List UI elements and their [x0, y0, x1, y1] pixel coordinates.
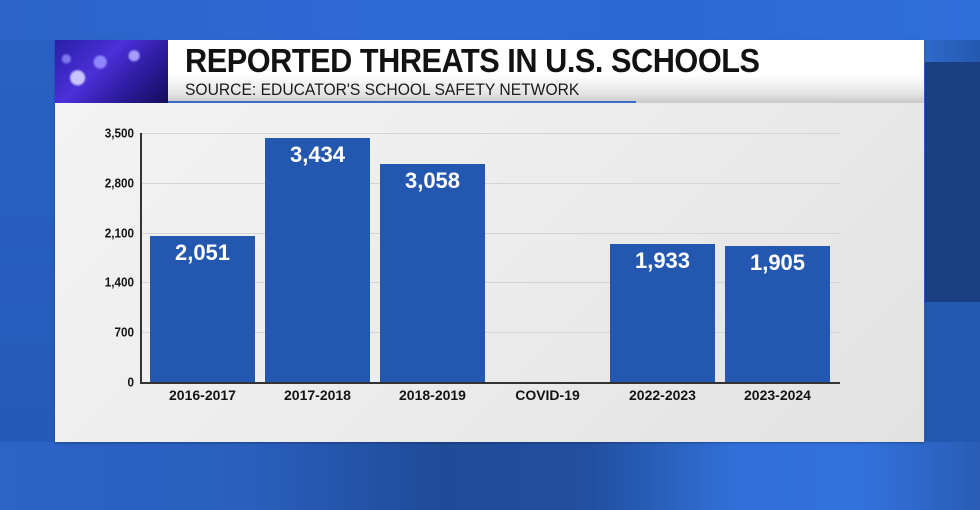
y-axis-tick-label: 0	[127, 374, 134, 390]
y-axis-tick-label: 2,100	[104, 225, 134, 241]
bar-chart: 0 700 1,400 2,100 2,800 3,500 2,051 2016-2017 3,…	[55, 40, 924, 442]
bar-2017-2018: 3,434	[265, 138, 370, 382]
y-axis-tick-label: 3,500	[104, 125, 134, 141]
y-axis-tick-label: 1,400	[104, 274, 134, 290]
chart-subtitle: SOURCE: EDUCATOR'S SCHOOL SAFETY NETWORK	[185, 80, 580, 99]
x-axis-tick-label: 2016-2017	[169, 387, 236, 403]
x-axis	[140, 382, 840, 384]
bar-value-label: 1,905	[749, 250, 806, 275]
y-axis-tick-label: 700	[114, 324, 134, 340]
chart-header: REPORTED THREATS IN U.S. SCHOOLS SOURCE:…	[55, 40, 924, 103]
chart-panel: REPORTED THREATS IN U.S. SCHOOLS SOURCE:…	[55, 40, 924, 442]
y-axis	[140, 133, 142, 383]
background-tile	[0, 0, 980, 40]
x-axis-tick-label: 2022-2023	[629, 387, 696, 403]
chart-title: REPORTED THREATS IN U.S. SCHOOLS	[185, 42, 760, 79]
gridline	[140, 133, 840, 134]
bar-value-label: 3,434	[289, 142, 346, 167]
bar-value-label: 1,933	[634, 248, 691, 273]
gridline	[140, 183, 840, 184]
bar-2018-2019: 3,058	[380, 164, 485, 382]
background-tile	[0, 442, 980, 510]
background-tile	[925, 62, 980, 302]
subtitle-underline	[168, 101, 636, 103]
x-axis-tick-label: 2023-2024	[744, 387, 811, 403]
police-lights-thumbnail-icon	[55, 40, 168, 103]
bar-2023-2024: 1,905	[725, 246, 830, 382]
background-tile	[0, 40, 55, 510]
gridline	[140, 332, 840, 333]
y-axis-tick-label: 2,800	[104, 175, 134, 191]
bar-value-label: 2,051	[174, 240, 231, 265]
gridline	[140, 282, 840, 283]
gridline	[140, 233, 840, 234]
bar-2016-2017: 2,051	[150, 236, 255, 382]
x-axis-tick-label: 2017-2018	[284, 387, 351, 403]
x-axis-tick-label: 2018-2019	[399, 387, 466, 403]
bar-value-label: 3,058	[404, 168, 461, 193]
bar-2022-2023: 1,933	[610, 244, 715, 382]
x-axis-tick-label: COVID-19	[515, 387, 580, 403]
